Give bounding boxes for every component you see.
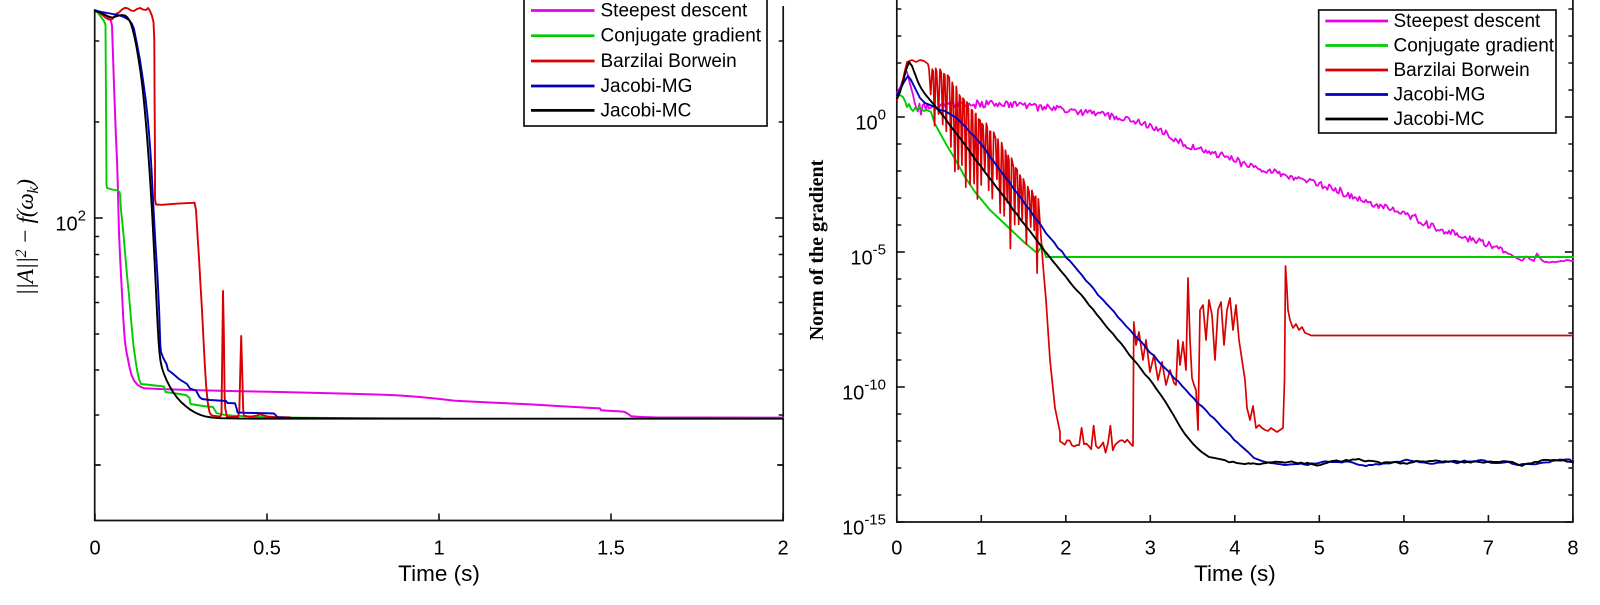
svg-text:6: 6 xyxy=(1398,538,1409,560)
svg-text:Norm of the gradient: Norm of the gradient xyxy=(806,159,828,340)
svg-text:||A||2 − f(ωk): ||A||2 − f(ωk) xyxy=(13,179,42,296)
svg-text:Jacobi-MG: Jacobi-MG xyxy=(601,76,693,97)
svg-text:1: 1 xyxy=(976,538,987,560)
svg-text:7: 7 xyxy=(1483,538,1494,560)
svg-text:3: 3 xyxy=(1145,538,1156,560)
svg-text:0.5: 0.5 xyxy=(253,538,281,560)
svg-text:Barzilai Borwein: Barzilai Borwein xyxy=(601,51,737,72)
svg-text:5: 5 xyxy=(1314,538,1325,560)
svg-text:Jacobi-MC: Jacobi-MC xyxy=(1394,109,1485,130)
svg-text:2: 2 xyxy=(1060,538,1071,560)
svg-text:0: 0 xyxy=(891,538,902,560)
svg-text:4: 4 xyxy=(1229,538,1240,560)
svg-text:Time (s): Time (s) xyxy=(398,561,480,586)
svg-text:1.5: 1.5 xyxy=(597,538,625,560)
svg-text:8: 8 xyxy=(1567,538,1578,560)
svg-text:Conjugate gradient: Conjugate gradient xyxy=(601,26,762,47)
svg-text:1: 1 xyxy=(433,538,444,560)
svg-text:2: 2 xyxy=(777,538,788,560)
svg-text:Steepest descent: Steepest descent xyxy=(601,1,749,22)
svg-text:Conjugate gradient: Conjugate gradient xyxy=(1394,36,1555,57)
svg-text:Time (s): Time (s) xyxy=(1194,561,1276,586)
svg-text:0: 0 xyxy=(89,538,100,560)
svg-text:Steepest descent: Steepest descent xyxy=(1394,11,1542,32)
svg-text:Jacobi-MG: Jacobi-MG xyxy=(1394,85,1486,106)
svg-text:Jacobi-MC: Jacobi-MC xyxy=(601,100,692,121)
svg-text:Barzilai Borwein: Barzilai Borwein xyxy=(1394,60,1530,81)
